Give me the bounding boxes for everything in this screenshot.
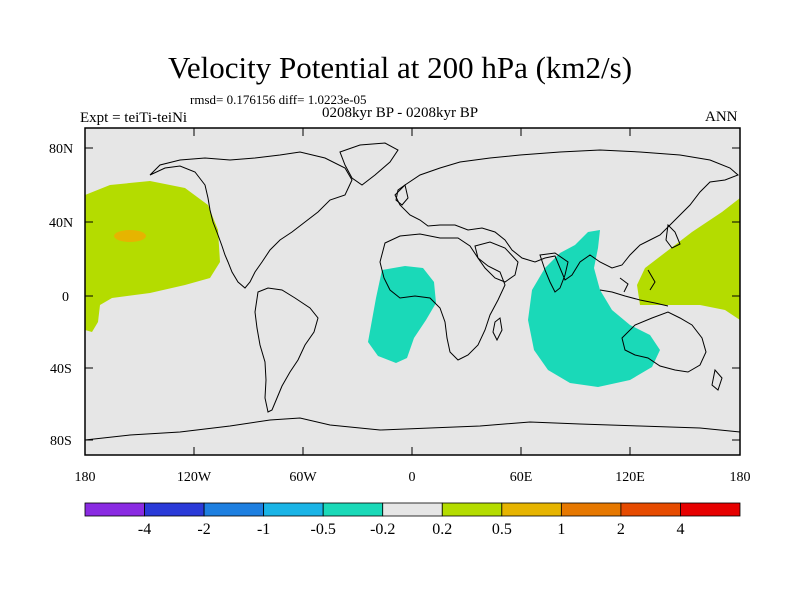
y-tick-label: 40S <box>50 362 72 377</box>
x-tick-label: 180 <box>730 470 751 485</box>
season-label: ANN <box>705 109 738 125</box>
colorbar-swatch <box>203 502 265 517</box>
x-tick-label: 60E <box>510 470 533 485</box>
colorbar-label: 1 <box>557 521 565 538</box>
colorbar-swatch <box>620 502 681 517</box>
colorbar-label: -2 <box>197 521 210 538</box>
coast-antarctica <box>84 417 741 441</box>
y-tick-label: 80N <box>49 142 73 157</box>
coast-arabia <box>474 241 519 283</box>
colorbar-swatch <box>501 502 562 517</box>
coast-madagascar <box>492 317 503 342</box>
colorbar-swatch <box>84 502 145 517</box>
contour-positive-westpacific <box>637 198 740 320</box>
colorbar-label: -4 <box>138 521 151 538</box>
colorbar-label: -0.5 <box>311 521 336 538</box>
y-tick-label: 0 <box>62 290 69 305</box>
x-tick-label: 120E <box>615 470 645 485</box>
coast-uk <box>395 184 409 206</box>
axis-ticks <box>84 128 741 455</box>
experiment-label: Expt = teiTi-teiNi <box>80 110 188 126</box>
colorbar-label: 2 <box>617 521 625 538</box>
contour-orange-pacific <box>114 230 146 242</box>
colorbar-swatch <box>144 502 205 517</box>
y-tick-label: 80S <box>50 434 72 449</box>
coast-australia <box>621 311 707 373</box>
colorbar-label: 4 <box>676 521 684 538</box>
colorbar-swatch <box>441 502 503 517</box>
colorbar: -4 -2 -1 -0.5 -0.2 0.2 0.5 1 2 4 <box>84 502 741 538</box>
colorbar-label: 0.5 <box>492 521 512 538</box>
stats-text: rmsd= 0.176156 diff= 1.0223e-05 <box>190 92 367 107</box>
coast-japan <box>665 223 681 249</box>
coast-greenland <box>339 142 399 186</box>
colorbar-swatch <box>382 502 443 517</box>
coast-southeast-asia-islands <box>599 269 669 307</box>
colorbar-label: -1 <box>257 521 270 538</box>
coast-africa <box>379 233 506 361</box>
colorbar-swatch <box>560 502 622 517</box>
coast-north-america <box>149 151 353 289</box>
x-tick-label: 180 <box>75 470 96 485</box>
colorbar-swatch <box>680 502 741 517</box>
x-tick-label: 120W <box>177 470 212 485</box>
contour-negative-atlantic <box>368 266 436 363</box>
coast-eurasia <box>394 149 739 281</box>
coast-south-america <box>254 287 319 413</box>
x-tick-label: 60W <box>289 470 317 485</box>
coast-india <box>539 252 569 293</box>
colorbar-swatch <box>263 502 324 517</box>
contour-positive-pacific <box>85 181 220 332</box>
period-label: 0208kyr BP - 0208kyr BP <box>322 105 479 121</box>
y-tick-label: 40N <box>49 216 73 231</box>
x-tick-label: 0 <box>409 470 416 485</box>
coast-new-zealand <box>711 368 723 391</box>
colorbar-swatch <box>322 502 384 517</box>
colorbar-label: -0.2 <box>370 521 395 538</box>
colorbar-label: 0.2 <box>432 521 452 538</box>
map-title: Velocity Potential at 200 hPa (km2/s) <box>167 50 633 85</box>
coastlines <box>84 142 741 441</box>
